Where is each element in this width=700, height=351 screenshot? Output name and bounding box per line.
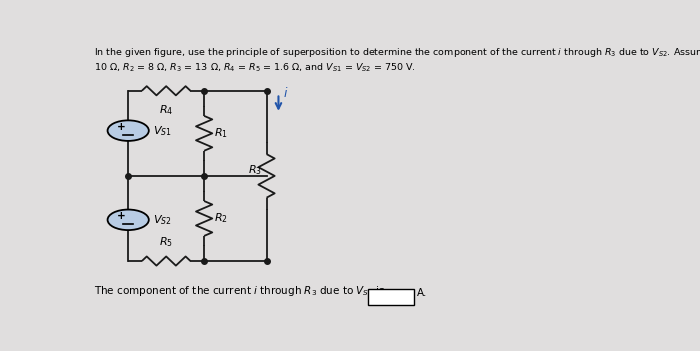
Text: +: +	[117, 122, 125, 132]
Text: $R_4$: $R_4$	[159, 103, 174, 117]
Circle shape	[108, 210, 149, 230]
Bar	[368, 289, 414, 305]
Text: A.: A.	[416, 287, 427, 298]
Text: $i$: $i$	[283, 86, 288, 100]
Text: $R_2$: $R_2$	[214, 212, 228, 225]
Text: $R_3$: $R_3$	[248, 164, 262, 177]
Circle shape	[108, 120, 149, 141]
Text: $R_1$: $R_1$	[214, 126, 228, 140]
Text: 10 Ω, $R_2$ = 8 Ω, $R_3$ = 13 Ω, $R_4$ = $R_5$ = 1.6 Ω, and $V_{S1}$ = $V_{S2}$ : 10 Ω, $R_2$ = 8 Ω, $R_3$ = 13 Ω, $R_4$ =…	[94, 61, 416, 74]
Text: In the given figure, use the principle of superposition to determine the compone: In the given figure, use the principle o…	[94, 46, 700, 59]
Text: $R_5$: $R_5$	[159, 235, 173, 249]
Text: The component of the current $i$ through $R_3$ due to $V_{S2}$ is: The component of the current $i$ through…	[94, 284, 386, 298]
Text: $V_{S2}$: $V_{S2}$	[153, 213, 172, 227]
Text: $V_{S1}$: $V_{S1}$	[153, 124, 172, 138]
Text: +: +	[117, 211, 125, 221]
